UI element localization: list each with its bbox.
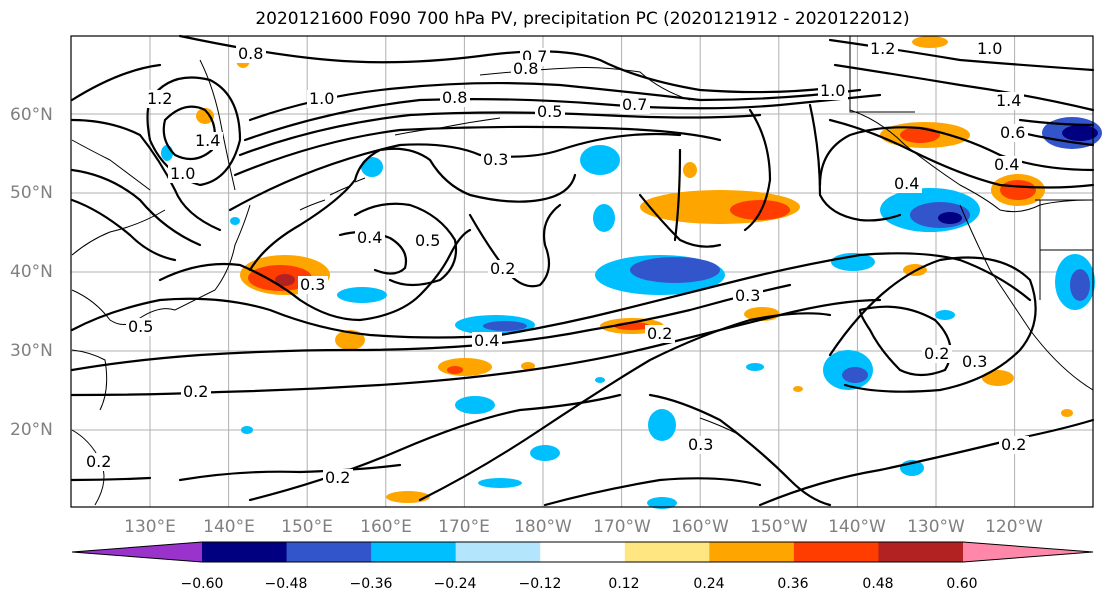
lon-label: 160°E	[360, 517, 412, 537]
contour-label: 0.8	[513, 59, 538, 78]
contour-label: 0.4	[357, 228, 382, 247]
colorbar-tick-labels: −0.60 −0.48 −0.36 −0.24 −0.12 0.12 0.24 …	[181, 576, 978, 592]
map-title: 2020121600 F090 700 hPa PV, precipitatio…	[255, 9, 910, 29]
lon-label: 150°E	[281, 517, 333, 537]
lat-label: 60°N	[10, 105, 53, 125]
contour-label: 0.5	[415, 231, 440, 250]
lon-label: 170°E	[438, 517, 490, 537]
contour-label: 0.6	[1000, 123, 1025, 142]
contour-label: 0.3	[300, 275, 325, 294]
contour-label: 0.5	[128, 317, 153, 336]
contour-label: 0.3	[688, 435, 713, 454]
colorbar-segment	[624, 542, 710, 562]
lat-label: 40°N	[10, 262, 53, 282]
colorbar-segment	[793, 542, 879, 562]
contour-label: 0.2	[325, 468, 350, 487]
contour-labels: 0.8 0.7 0.8 1.2 1.0 1.2 1.0 0.8 0.5 0.7 …	[84, 39, 1029, 487]
colorbar-tick-label: 0.60	[946, 576, 977, 592]
lon-label: 140°E	[203, 517, 255, 537]
graticule	[71, 36, 1093, 507]
contour-label: 0.4	[894, 174, 919, 193]
contour-label: 1.4	[195, 131, 220, 150]
colorbar-tick-label: 0.36	[777, 576, 808, 592]
contour-label: 1.0	[170, 164, 195, 183]
colorbar	[71, 541, 1094, 563]
coastlines	[71, 36, 1094, 506]
lon-label: 130°E	[124, 517, 176, 537]
colorbar-segment	[202, 542, 288, 562]
contour-label: 0.4	[994, 155, 1019, 174]
colorbar-tick-label: −0.60	[181, 576, 224, 592]
colorbar-extend-min	[72, 542, 202, 562]
lon-label: 150°W	[750, 517, 808, 537]
colorbar-tick-label: 0.24	[693, 576, 724, 592]
contour-label: 0.3	[962, 352, 987, 371]
contour-label: 0.2	[490, 259, 515, 278]
lon-label: 170°W	[593, 517, 651, 537]
colorbar-tick-label: 0.12	[608, 576, 639, 592]
colorbar-segment	[455, 542, 541, 562]
lat-label: 20°N	[10, 420, 53, 440]
contour-label: 0.2	[86, 452, 111, 471]
longitude-labels: 130°E 140°E 150°E 160°E 170°E 180°W 170°…	[124, 517, 1043, 537]
lon-label: 120°W	[985, 517, 1043, 537]
colorbar-tick-label: −0.36	[350, 576, 393, 592]
contour-label: 0.4	[474, 331, 499, 350]
contour-label: 1.0	[820, 81, 845, 100]
contour-label: 0.8	[442, 88, 467, 107]
lon-label: 180°W	[514, 517, 572, 537]
map-frame	[70, 35, 1094, 508]
lon-label: 130°W	[907, 517, 965, 537]
contour-label: 1.0	[977, 39, 1002, 58]
latitude-labels: 60°N 50°N 40°N 30°N 20°N	[10, 105, 53, 440]
lon-label: 140°W	[828, 517, 886, 537]
contour-label: 0.3	[483, 150, 508, 169]
contour-label: 0.7	[622, 95, 647, 114]
colorbar-segment	[878, 542, 964, 562]
colorbar-segment	[371, 542, 457, 562]
contour-label: 0.2	[924, 344, 949, 363]
contour-label: 0.2	[183, 382, 208, 401]
lat-label: 50°N	[10, 183, 53, 203]
precip-patches	[161, 36, 1102, 509]
colorbar-extend-max	[963, 542, 1093, 562]
colorbar-tick-label: −0.48	[265, 576, 308, 592]
lat-label: 30°N	[10, 341, 53, 361]
contour-label: 0.8	[238, 44, 263, 63]
colorbar-segment	[540, 542, 626, 562]
contour-label: 1.0	[309, 89, 334, 108]
colorbar-tick-label: −0.12	[519, 576, 562, 592]
colorbar-tick-label: 0.48	[862, 576, 893, 592]
contour-label: 0.2	[647, 324, 672, 343]
contour-label: 1.2	[147, 89, 172, 108]
colorbar-outline	[71, 541, 1094, 563]
contour-label: 1.4	[996, 91, 1021, 110]
contour-label: 1.2	[870, 39, 895, 58]
colorbar-tick-label: −0.24	[434, 576, 477, 592]
contour-label: 0.2	[1001, 435, 1026, 454]
lon-label: 160°W	[671, 517, 729, 537]
contour-label: 0.5	[537, 102, 562, 121]
pv-contours	[70, 34, 1095, 507]
contour-label: 0.3	[735, 286, 760, 305]
colorbar-segment	[709, 542, 795, 562]
colorbar-segment	[286, 542, 372, 562]
